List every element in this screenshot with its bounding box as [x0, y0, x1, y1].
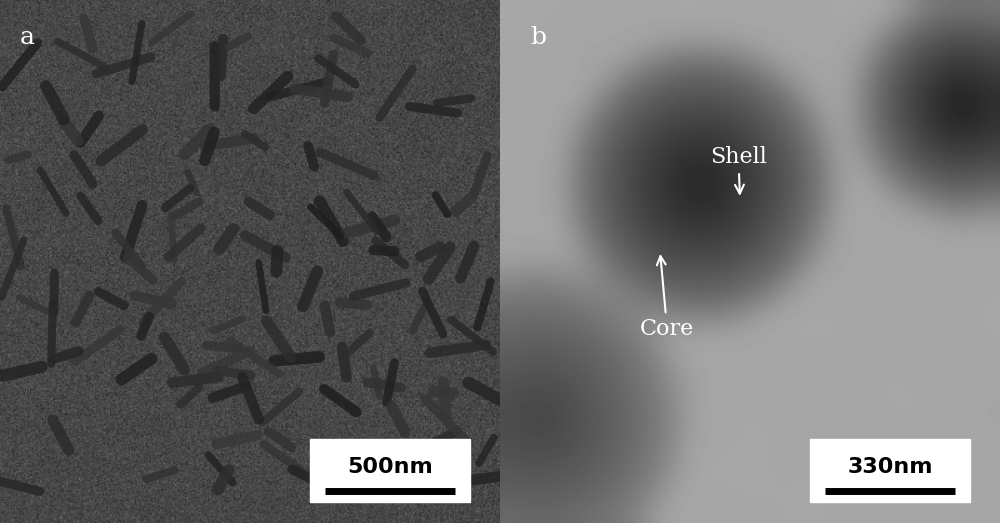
- FancyBboxPatch shape: [810, 439, 970, 502]
- Text: 330nm: 330nm: [847, 457, 933, 477]
- Text: Shell: Shell: [710, 146, 767, 194]
- FancyBboxPatch shape: [310, 439, 470, 502]
- Text: a: a: [20, 26, 35, 49]
- Text: b: b: [530, 26, 546, 49]
- Text: Core: Core: [640, 256, 694, 340]
- Text: 500nm: 500nm: [347, 457, 433, 477]
